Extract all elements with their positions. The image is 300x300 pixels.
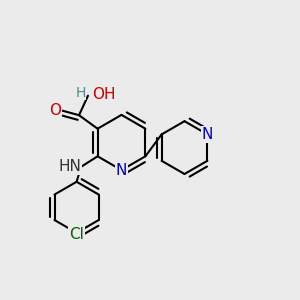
Text: HN: HN	[58, 159, 81, 174]
Text: OH: OH	[92, 87, 116, 102]
Text: N: N	[116, 163, 127, 178]
Text: Cl: Cl	[69, 227, 84, 242]
Text: O: O	[49, 103, 61, 118]
Text: N: N	[202, 127, 213, 142]
Text: H: H	[75, 86, 86, 100]
